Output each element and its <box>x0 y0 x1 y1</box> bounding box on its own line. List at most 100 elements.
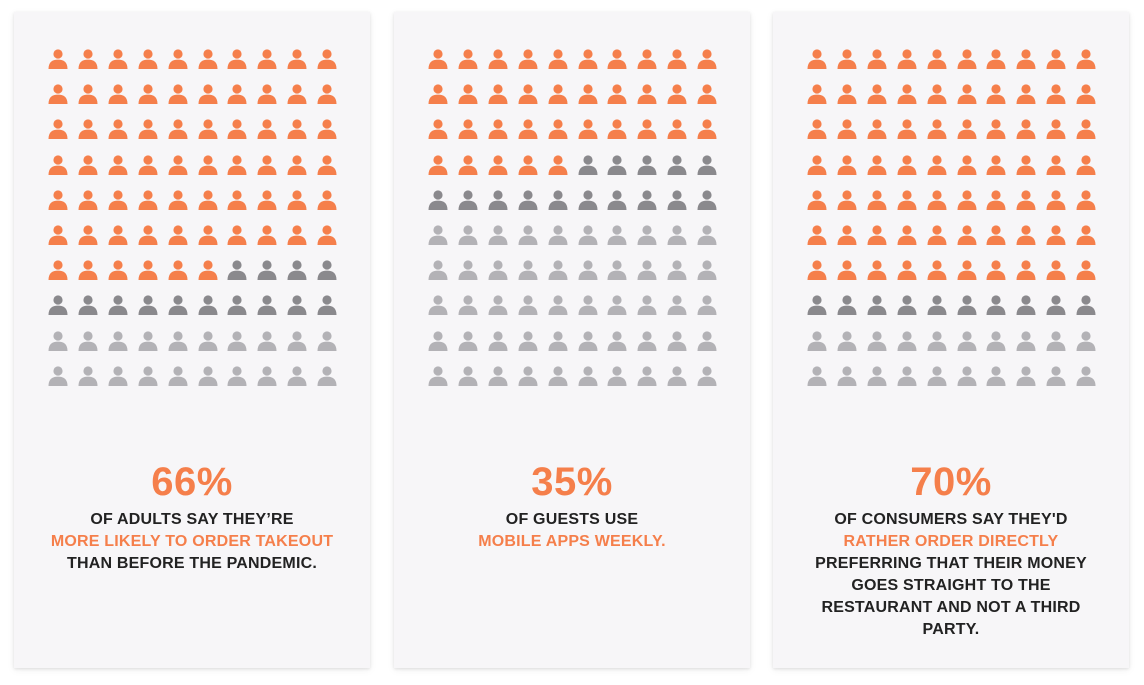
person-icon <box>896 224 918 246</box>
person-icon <box>77 83 99 105</box>
person-icon <box>985 154 1007 176</box>
person-icon <box>577 365 599 387</box>
person-icon <box>316 330 338 352</box>
person-icon <box>696 118 718 140</box>
person-icon <box>226 294 248 316</box>
person-icon <box>926 365 948 387</box>
person-icon <box>577 294 599 316</box>
person-icon <box>1045 189 1067 211</box>
person-icon <box>696 83 718 105</box>
person-icon <box>457 189 479 211</box>
pictograph-grid <box>47 48 339 398</box>
person-icon <box>517 189 539 211</box>
person-icon <box>1045 118 1067 140</box>
person-icon <box>427 83 449 105</box>
person-icon <box>107 189 129 211</box>
person-icon <box>866 259 888 281</box>
person-icon <box>636 294 658 316</box>
person-icon <box>107 154 129 176</box>
person-icon <box>1015 189 1037 211</box>
person-icon <box>577 259 599 281</box>
person-icon <box>985 294 1007 316</box>
person-icon <box>636 189 658 211</box>
person-icon <box>836 154 858 176</box>
person-icon <box>1075 83 1097 105</box>
person-icon <box>806 259 828 281</box>
person-icon <box>1015 365 1037 387</box>
stat-card-takeout: 66% OF ADULTS SAY THEY’RE MORE LIKELY TO … <box>14 12 370 668</box>
person-icon <box>866 48 888 70</box>
person-icon <box>256 189 278 211</box>
person-icon <box>197 83 219 105</box>
person-icon <box>427 294 449 316</box>
person-icon <box>636 48 658 70</box>
person-icon <box>286 294 308 316</box>
person-icon <box>427 259 449 281</box>
person-icon <box>197 48 219 70</box>
person-icon <box>1015 118 1037 140</box>
person-icon <box>77 294 99 316</box>
person-icon <box>77 259 99 281</box>
person-icon <box>137 330 159 352</box>
person-icon <box>197 330 219 352</box>
person-icon <box>47 259 69 281</box>
person-icon <box>866 365 888 387</box>
person-icon <box>985 118 1007 140</box>
person-icon <box>866 224 888 246</box>
person-icon <box>1075 294 1097 316</box>
person-icon <box>427 189 449 211</box>
person-icon <box>167 259 189 281</box>
person-icon <box>427 154 449 176</box>
person-icon <box>636 365 658 387</box>
person-icon <box>517 330 539 352</box>
person-icon <box>517 118 539 140</box>
person-icon <box>77 365 99 387</box>
person-icon <box>427 224 449 246</box>
person-icon <box>696 259 718 281</box>
person-icon <box>666 224 688 246</box>
person-icon <box>427 48 449 70</box>
person-icon <box>836 224 858 246</box>
person-icon <box>167 83 189 105</box>
person-icon <box>1075 118 1097 140</box>
person-icon <box>926 189 948 211</box>
person-icon <box>286 83 308 105</box>
person-icon <box>985 224 1007 246</box>
person-icon <box>926 154 948 176</box>
person-icon <box>487 48 509 70</box>
person-icon <box>226 154 248 176</box>
person-icon <box>577 118 599 140</box>
person-icon <box>666 330 688 352</box>
person-icon <box>1015 294 1037 316</box>
person-icon <box>47 83 69 105</box>
person-icon <box>47 365 69 387</box>
person-icon <box>606 259 628 281</box>
person-icon <box>547 365 569 387</box>
person-icon <box>226 330 248 352</box>
person-icon <box>985 189 1007 211</box>
person-icon <box>926 83 948 105</box>
person-icon <box>226 224 248 246</box>
person-icon <box>666 118 688 140</box>
caption-line: OF GUESTS USE <box>505 511 639 528</box>
caption-line: THAN BEFORE THE PANDEMIC. <box>66 555 318 572</box>
person-icon <box>427 365 449 387</box>
person-icon <box>577 83 599 105</box>
person-icon <box>457 365 479 387</box>
caption-highlight-line: RATHER ORDER DIRECTLY <box>843 533 1059 550</box>
person-icon <box>256 330 278 352</box>
person-icon <box>956 189 978 211</box>
person-icon <box>457 224 479 246</box>
person-icon <box>286 154 308 176</box>
person-icon <box>47 118 69 140</box>
person-icon <box>666 83 688 105</box>
person-icon <box>547 330 569 352</box>
person-icon <box>606 83 628 105</box>
person-icon <box>547 189 569 211</box>
person-icon <box>866 330 888 352</box>
person-icon <box>107 118 129 140</box>
person-icon <box>696 154 718 176</box>
person-icon <box>896 294 918 316</box>
person-icon <box>926 294 948 316</box>
person-icon <box>107 294 129 316</box>
